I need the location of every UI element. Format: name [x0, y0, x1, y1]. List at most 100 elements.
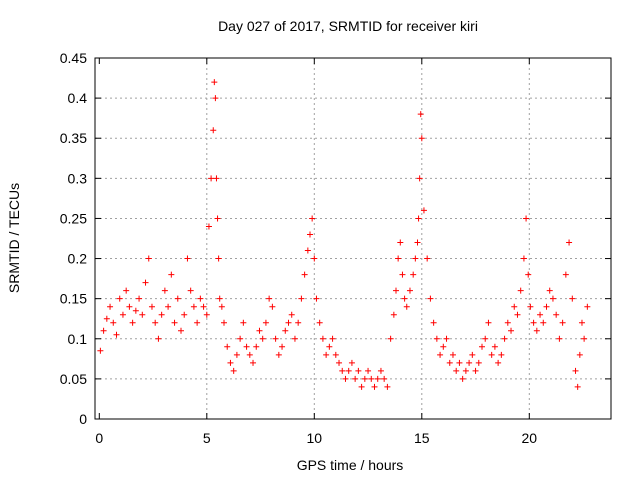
data-point: [110, 319, 117, 326]
data-point: [417, 111, 424, 118]
data-point: [313, 295, 320, 302]
y-tick-label: 0.2: [68, 251, 88, 267]
data-point: [291, 335, 298, 342]
data-point: [210, 127, 217, 134]
data-point: [129, 319, 136, 326]
data-point: [103, 315, 110, 322]
data-point: [578, 319, 585, 326]
data-point: [377, 367, 384, 374]
data-point: [174, 295, 181, 302]
data-point: [213, 175, 220, 182]
data-point: [152, 319, 159, 326]
data-point: [412, 255, 419, 262]
data-point: [427, 295, 434, 302]
data-point: [361, 375, 368, 382]
data-point: [194, 319, 201, 326]
y-axis-label: SRMTID / TECUs: [6, 183, 22, 293]
x-tick-label: 5: [203, 430, 211, 446]
data-point: [399, 271, 406, 278]
data-point: [537, 311, 544, 318]
data-point: [472, 367, 479, 374]
data-point: [250, 359, 257, 366]
data-point: [395, 255, 402, 262]
data-point: [259, 335, 266, 342]
data-point: [243, 343, 250, 350]
data-point: [158, 311, 165, 318]
data-point: [215, 255, 222, 262]
data-point: [97, 347, 104, 354]
data-point: [155, 335, 162, 342]
data-point: [401, 295, 408, 302]
x-tick-label: 10: [307, 430, 323, 446]
data-point: [453, 367, 460, 374]
data-point: [285, 319, 292, 326]
data-point: [501, 335, 508, 342]
data-point: [462, 367, 469, 374]
data-point: [233, 351, 240, 358]
data-point: [433, 335, 440, 342]
data-point: [178, 327, 184, 334]
data-point: [559, 319, 566, 326]
data-points: [97, 79, 591, 390]
data-point: [543, 303, 550, 310]
data-point: [148, 303, 155, 310]
data-point: [253, 343, 260, 350]
data-point: [498, 351, 505, 358]
data-point: [279, 343, 286, 350]
chart-title: Day 027 of 2017, SRMTID for receiver kir…: [218, 18, 478, 34]
data-point: [262, 319, 269, 326]
data-point: [546, 287, 553, 294]
data-point: [475, 359, 482, 366]
data-point: [466, 359, 473, 366]
data-point: [418, 135, 425, 142]
data-point: [440, 343, 447, 350]
y-tick-label: 0.1: [68, 331, 88, 347]
data-point: [556, 335, 563, 342]
data-point: [495, 359, 502, 366]
data-point: [309, 215, 316, 222]
data-point: [212, 95, 219, 102]
data-point: [523, 215, 530, 222]
data-point: [136, 295, 143, 302]
data-point: [123, 287, 130, 294]
x-axis-label: GPS time / hours: [297, 457, 404, 473]
data-point: [145, 255, 152, 262]
y-tick-label: 0.3: [68, 170, 88, 186]
data-point: [485, 319, 492, 326]
data-point: [504, 319, 511, 326]
data-point: [381, 375, 388, 382]
data-point: [581, 335, 588, 342]
y-tick-label: 0.05: [60, 371, 87, 387]
data-point: [390, 311, 397, 318]
data-point: [119, 311, 126, 318]
data-point: [126, 303, 133, 310]
data-point: [323, 351, 330, 358]
data-point: [479, 343, 485, 350]
data-point: [584, 303, 591, 310]
data-point: [342, 375, 349, 382]
data-point: [332, 351, 339, 358]
data-point: [218, 303, 225, 310]
data-point: [295, 319, 302, 326]
data-point: [358, 383, 365, 390]
data-point: [374, 375, 381, 382]
data-point: [562, 271, 569, 278]
y-tick-label: 0.4: [68, 90, 88, 106]
data-point: [456, 359, 463, 366]
data-point: [355, 367, 362, 374]
data-point: [508, 327, 515, 334]
data-point: [266, 295, 273, 302]
y-tick-label: 0.25: [60, 210, 87, 226]
data-point: [449, 351, 456, 358]
data-point: [214, 215, 221, 222]
plot-frame: [94, 57, 612, 420]
data-point: [240, 319, 247, 326]
data-point: [348, 359, 355, 366]
data-point: [569, 295, 576, 302]
data-point: [161, 287, 168, 294]
data-point: [572, 367, 579, 374]
data-point: [100, 327, 107, 334]
data-point: [307, 231, 313, 238]
y-tick-label: 0.45: [60, 50, 87, 66]
